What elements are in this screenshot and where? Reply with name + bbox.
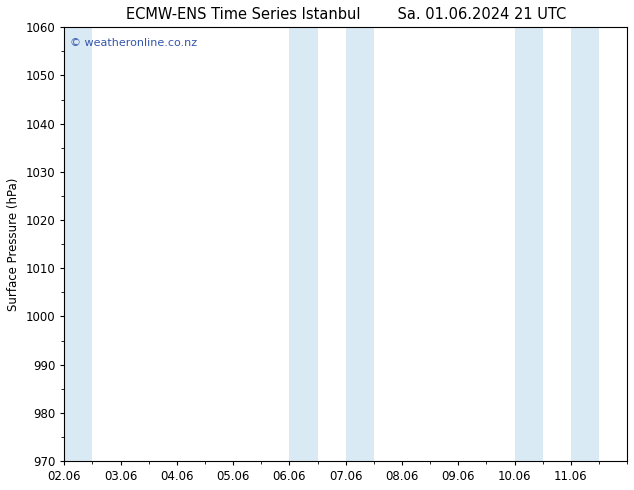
Bar [571,27,599,461]
Title: ECMW-ENS Time Series Istanbul        Sa. 01.06.2024 21 UTC: ECMW-ENS Time Series Istanbul Sa. 01.06.… [126,7,566,22]
Bar [289,27,318,461]
Bar [64,27,93,461]
Bar [346,27,374,461]
Bar [515,27,543,461]
Y-axis label: Surface Pressure (hPa): Surface Pressure (hPa) [7,177,20,311]
Text: © weatheronline.co.nz: © weatheronline.co.nz [70,38,197,48]
